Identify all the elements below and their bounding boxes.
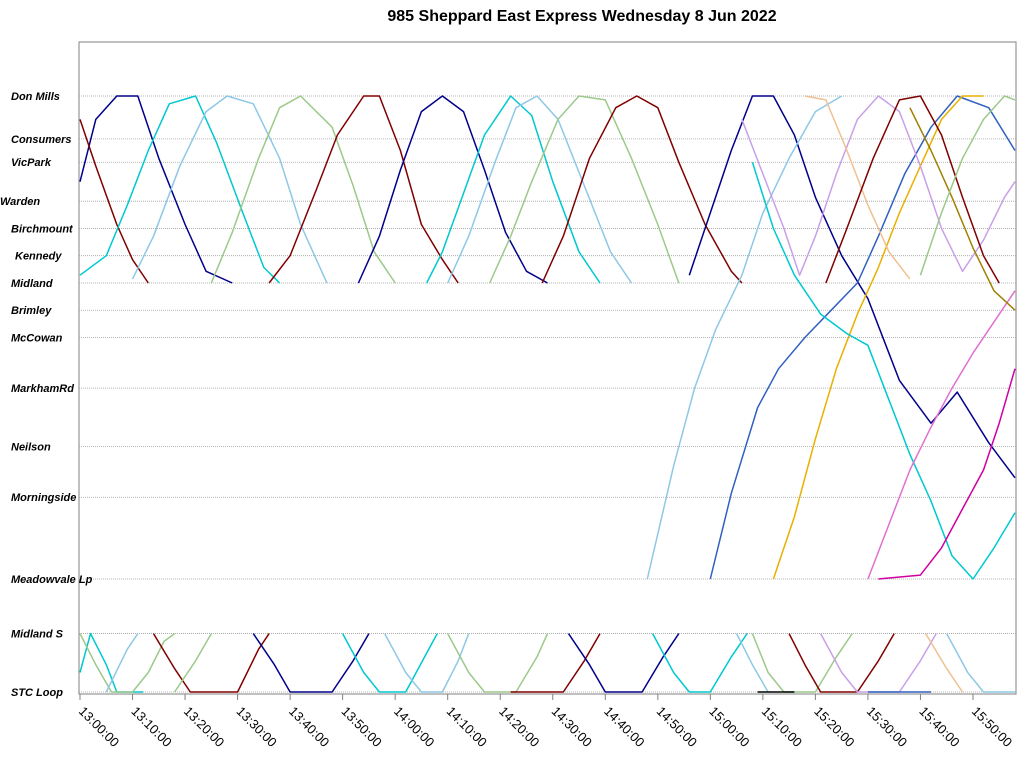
trip-line bbox=[804, 95, 911, 280]
trip-line bbox=[105, 633, 139, 693]
trip-line bbox=[925, 633, 964, 693]
stop-label: Birchmount bbox=[11, 223, 74, 235]
trip-line bbox=[252, 633, 370, 693]
stop-label: Consumers bbox=[11, 134, 72, 146]
x-tick-label: 13:30:00 bbox=[233, 704, 279, 750]
plot-area-frame bbox=[78, 41, 1017, 695]
x-tick-label: 13:00:00 bbox=[76, 704, 122, 750]
x-tick-label: 15:30:00 bbox=[864, 704, 910, 750]
trip-line bbox=[489, 95, 680, 284]
trip-line bbox=[651, 633, 748, 693]
time-axis-ticks: 13:00:00 13:10:00 13:20:00 13:30:00 13:40:00… bbox=[76, 694, 1015, 750]
trip-line bbox=[79, 632, 143, 693]
trip-line bbox=[688, 95, 1016, 479]
x-tick-label: 13:40:00 bbox=[286, 704, 332, 750]
stop-label: Morningside bbox=[11, 492, 76, 504]
trip-line bbox=[788, 633, 895, 693]
stop-label: STC Loop bbox=[11, 687, 63, 699]
trip-line bbox=[341, 633, 438, 693]
x-tick-label: 15:40:00 bbox=[916, 704, 962, 750]
trip-line bbox=[79, 632, 176, 693]
stop-label: Kennedy bbox=[15, 251, 62, 263]
trip-line bbox=[79, 95, 281, 284]
trip-line bbox=[447, 95, 633, 284]
trip-line bbox=[541, 95, 743, 284]
trip-line bbox=[447, 633, 549, 693]
trip-line bbox=[909, 107, 1016, 311]
trip-line bbox=[426, 95, 601, 284]
trip-line bbox=[751, 161, 1016, 580]
trip-line bbox=[825, 95, 1000, 284]
trip-line bbox=[819, 633, 937, 693]
trip-line bbox=[510, 633, 601, 693]
x-tick-label: 15:10:00 bbox=[759, 704, 805, 750]
trip-line bbox=[152, 633, 270, 693]
trip-line bbox=[357, 95, 548, 284]
x-tick-label: 14:30:00 bbox=[549, 704, 595, 750]
trip-line bbox=[384, 633, 470, 693]
trip-line bbox=[131, 95, 328, 284]
trip-line bbox=[751, 633, 853, 693]
stop-label: Midland bbox=[11, 278, 53, 290]
trip-line bbox=[567, 633, 680, 693]
x-tick-label: 14:10:00 bbox=[444, 704, 490, 750]
trip-line bbox=[772, 95, 984, 580]
trip-line bbox=[919, 95, 1016, 276]
chart-title: 985 Sheppard East Express Wednesday 8 Ju… bbox=[387, 8, 777, 25]
stop-label: Meadowvale Lp bbox=[11, 574, 93, 586]
stop-label: Neilson bbox=[11, 442, 51, 454]
stop-label: Brimley bbox=[11, 305, 52, 317]
stop-label: MarkhamRd bbox=[11, 383, 74, 395]
trip-line bbox=[741, 95, 1016, 276]
trip-line bbox=[946, 633, 1015, 693]
trip-line bbox=[867, 290, 1016, 580]
vehicle-trip-lines bbox=[79, 95, 1016, 693]
stop-label: VicPark bbox=[11, 157, 52, 169]
trip-line bbox=[210, 95, 396, 284]
x-tick-label: 15:20:00 bbox=[811, 704, 857, 750]
x-tick-label: 14:20:00 bbox=[496, 704, 542, 750]
trip-line bbox=[709, 95, 1016, 580]
stop-labels: Don Mills Consumers VicPark Warden Birchmoun… bbox=[0, 91, 93, 699]
trip-line bbox=[173, 633, 212, 693]
x-tick-label: 14:50:00 bbox=[654, 704, 700, 750]
trip-line bbox=[735, 633, 769, 693]
trip-line bbox=[268, 95, 459, 284]
x-tick-label: 14:00:00 bbox=[391, 704, 437, 750]
x-tick-label: 14:40:00 bbox=[601, 704, 647, 750]
x-tick-label: 13:20:00 bbox=[181, 704, 227, 750]
x-tick-label: 13:50:00 bbox=[339, 704, 385, 750]
x-tick-label: 13:10:00 bbox=[128, 704, 174, 750]
trip-line bbox=[646, 95, 843, 580]
stop-grid-lines bbox=[79, 95, 1016, 693]
stop-label: McCowan bbox=[11, 333, 63, 345]
trip-line bbox=[878, 368, 1016, 580]
stop-label: Don Mills bbox=[11, 91, 60, 103]
stop-label: Midland S bbox=[11, 629, 64, 641]
x-tick-label: 15:00:00 bbox=[706, 704, 752, 750]
trip-line bbox=[79, 95, 233, 284]
stop-label: Warden bbox=[0, 196, 40, 208]
x-tick-label: 15:50:00 bbox=[969, 704, 1015, 750]
